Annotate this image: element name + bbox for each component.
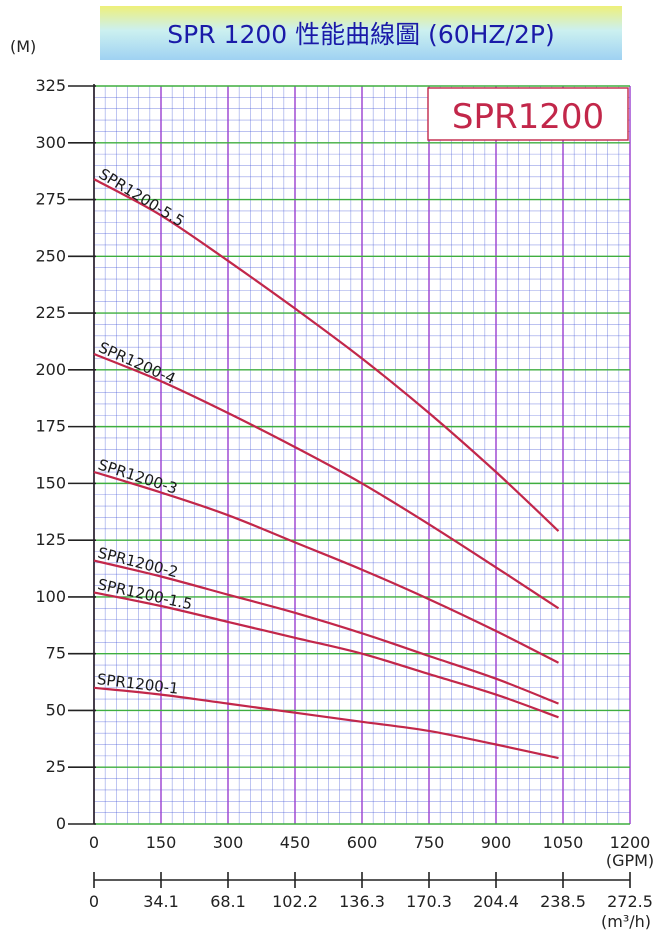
series-curve [93, 591, 559, 719]
x-tick-label-m3h: 170.3 [406, 892, 452, 911]
x-tick-label-gpm: 750 [414, 833, 445, 852]
x-tick-label-gpm: 600 [347, 833, 378, 852]
x-tick-label-m3h: 272.5 [607, 892, 653, 911]
y-tick-label: 250 [35, 246, 66, 265]
x-tick-label-m3h: 0 [89, 892, 99, 911]
series-curve [93, 470, 559, 664]
chart-title: SPR 1200 性能曲線圖 (60HZ/2P) [100, 6, 622, 60]
x-tick-label-gpm: 1050 [543, 833, 584, 852]
grid [93, 85, 631, 825]
y-tick-label: 225 [35, 303, 66, 322]
series-curve [93, 686, 559, 760]
x-tick-label-m3h: 102.2 [272, 892, 318, 911]
series-label: SPR1200-4 [96, 338, 178, 388]
series-curves [93, 178, 560, 760]
y-tick-label: 200 [35, 360, 66, 379]
axes: 0 25 50 75 100 125 150 175 200 225 250 275 300 325 (M)… [10, 37, 654, 931]
x-tick-label-m3h: 34.1 [143, 892, 179, 911]
y-tick-label: 125 [35, 530, 66, 549]
x-tick-label-m3h: 238.5 [540, 892, 586, 911]
y-tick-label: 100 [35, 587, 66, 606]
model-label: SPR1200 [452, 97, 604, 137]
y-axis-unit: (M) [10, 37, 36, 56]
x-tick-label-m3h: 68.1 [210, 892, 246, 911]
series-label: SPR1200-5.5 [96, 165, 188, 231]
series-curve [93, 352, 560, 610]
series-label: SPR1200-2 [96, 544, 180, 582]
x-tick-label-gpm: 300 [213, 833, 244, 852]
y-tick-label: 50 [46, 700, 66, 719]
y-tick-label: 300 [35, 133, 66, 152]
series-label: SPR1200-1 [96, 670, 180, 698]
y-tick-label: 175 [35, 417, 66, 436]
y-tick-label: 150 [35, 473, 66, 492]
y-tick-label: 75 [46, 644, 66, 663]
x-tick-label-m3h: 204.4 [473, 892, 519, 911]
y-tick-label: 325 [35, 76, 66, 95]
x-tick-label-gpm: 150 [146, 833, 177, 852]
series-curve [93, 559, 559, 705]
x-tick-label-gpm: 1200 [610, 833, 651, 852]
x-tick-label-gpm: 0 [89, 833, 99, 852]
x-tick-label-gpm: 900 [481, 833, 512, 852]
x-tick-label-m3h: 136.3 [339, 892, 385, 911]
series-curve [93, 178, 560, 532]
y-tick-label: 25 [46, 757, 66, 776]
series-label: SPR1200-3 [96, 456, 180, 498]
y-tick-label: 275 [35, 190, 66, 209]
x-axis-unit-m3h: (m³/h) [601, 912, 651, 931]
x-axis-unit-gpm: (GPM) [606, 851, 654, 870]
x-tick-label-gpm: 450 [280, 833, 311, 852]
y-tick-label: 0 [56, 814, 66, 833]
model-label-box [427, 87, 629, 141]
